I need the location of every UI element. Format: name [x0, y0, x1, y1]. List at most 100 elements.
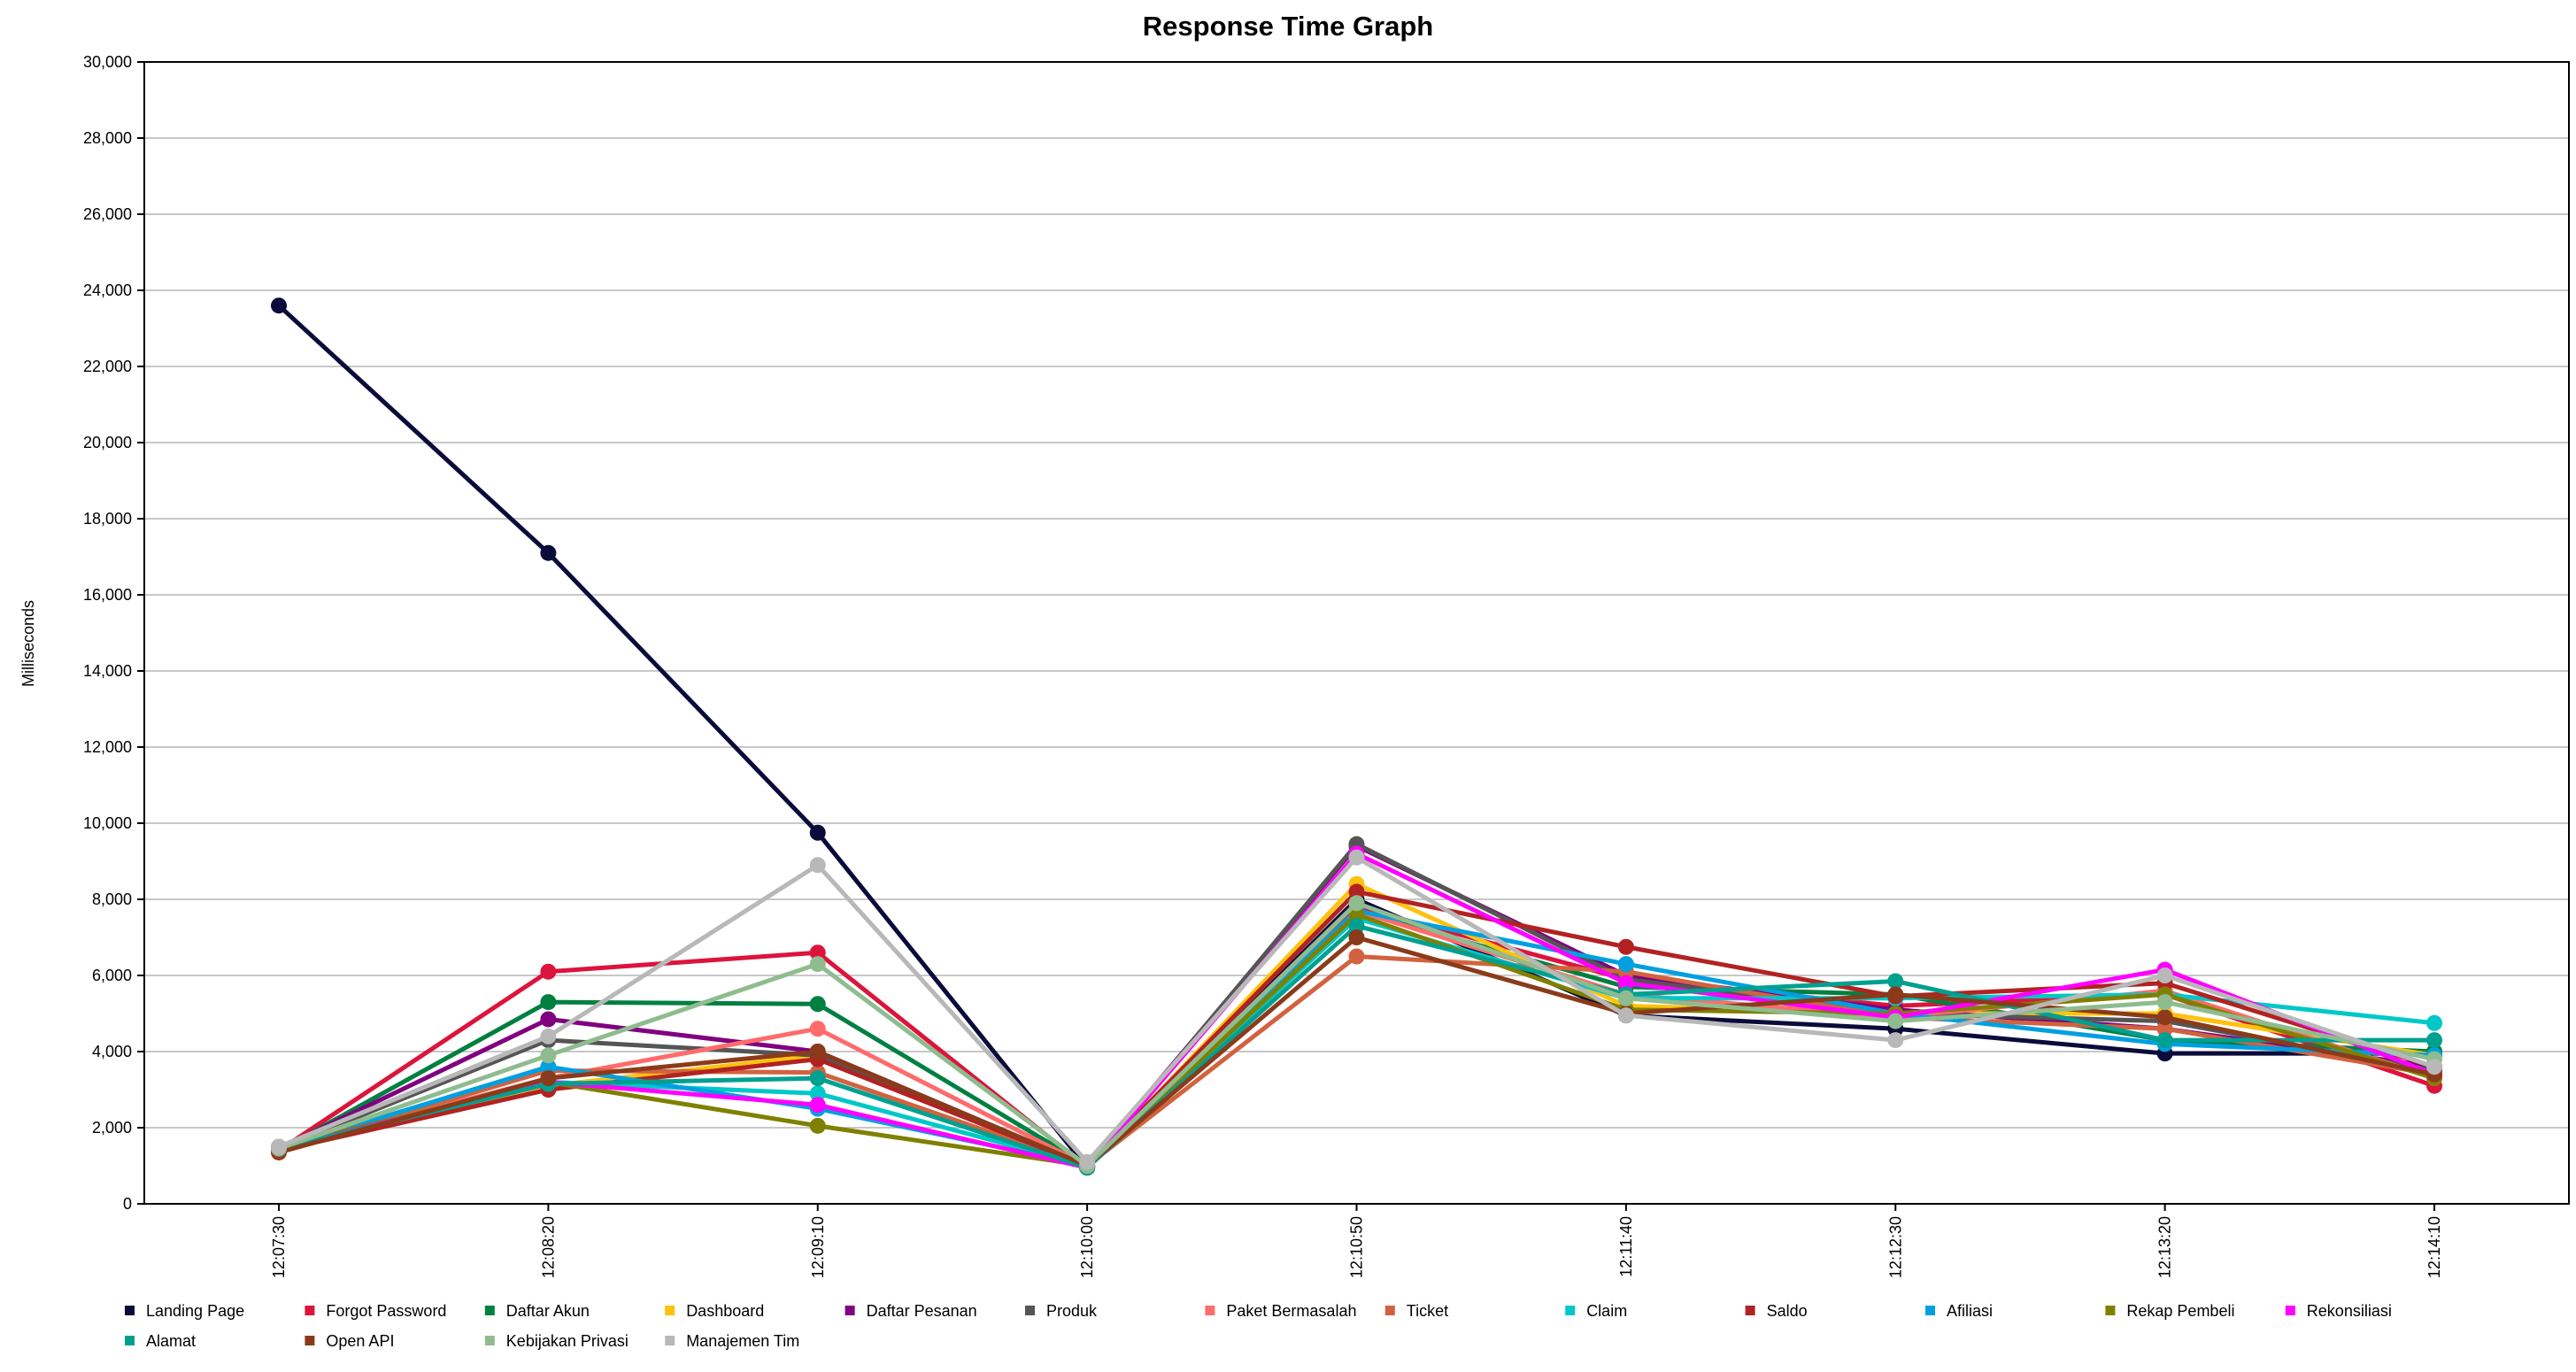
legend-label: Rekonsiliasi: [2307, 1302, 2392, 1320]
legend-item: Saldo: [1745, 1302, 1808, 1320]
data-point: [1887, 973, 1904, 990]
legend-item: Forgot Password: [305, 1302, 446, 1320]
series-ticket: [271, 948, 2442, 1174]
legend-swatch: [305, 1306, 315, 1315]
y-tick-label: 28,000: [83, 129, 132, 147]
y-tick-label: 26,000: [83, 205, 132, 223]
data-point: [809, 1070, 826, 1087]
data-point: [1348, 948, 1365, 965]
legend-item: Paket Bermasalah: [1205, 1302, 1356, 1320]
x-tick-label: 12:12:30: [1886, 1216, 1904, 1278]
data-point: [809, 857, 826, 874]
legend-swatch: [845, 1306, 855, 1315]
y-axis-ticks: 0 2,000 4,000 6,000 8,000 10,000 12,000 14,000 1…: [83, 53, 144, 1213]
legend-swatch: [484, 1336, 495, 1345]
legend-label: Daftar Akun: [506, 1302, 590, 1320]
data-point: [540, 1070, 557, 1087]
legend-label: Daftar Pesanan: [867, 1302, 977, 1320]
legend-item: Afiliasi: [1925, 1302, 1993, 1320]
legend-label: Kebijakan Privasi: [506, 1332, 629, 1350]
legend-item: Daftar Akun: [484, 1302, 590, 1320]
data-point: [809, 996, 826, 1013]
legend-label: Forgot Password: [326, 1302, 446, 1320]
y-tick-label: 16,000: [83, 586, 132, 604]
legend-item: Rekonsiliasi: [2285, 1302, 2392, 1320]
legend-swatch: [125, 1306, 135, 1315]
data-point: [1348, 918, 1365, 935]
legend-label: Rekap Pembeli: [2126, 1302, 2234, 1320]
legend-label: Open API: [326, 1332, 394, 1350]
plot-series: [271, 297, 2442, 1176]
data-point: [809, 1085, 826, 1102]
y-tick-label: 8,000: [92, 890, 132, 908]
legend-swatch: [665, 1306, 675, 1315]
x-tick-label: 12:11:40: [1617, 1216, 1635, 1277]
legend-label: Ticket: [1407, 1302, 1448, 1320]
legend-item: Landing Page: [125, 1302, 244, 1320]
legend-item: Rekap Pembeli: [2105, 1302, 2234, 1320]
legend-label: Afiliasi: [1947, 1302, 1993, 1320]
x-tick-label: 12:13:20: [2156, 1216, 2174, 1278]
data-point: [1348, 929, 1365, 945]
legend-item: Produk: [1025, 1302, 1098, 1320]
data-point: [2156, 1009, 2173, 1026]
legend-label: Manajemen Tim: [686, 1332, 799, 1350]
series-manajemen-tim: [271, 849, 2442, 1170]
legend-swatch: [665, 1336, 675, 1345]
data-point: [540, 1011, 557, 1028]
legend-item: Manajemen Tim: [665, 1332, 799, 1350]
data-point: [809, 956, 826, 973]
legend-item: Claim: [1565, 1302, 1627, 1320]
data-point: [1887, 1013, 1904, 1029]
legend-swatch: [1925, 1306, 1935, 1315]
data-point: [1617, 975, 1634, 991]
data-point: [271, 297, 287, 314]
data-point: [2156, 967, 2173, 983]
data-point: [540, 1047, 557, 1064]
data-point: [2156, 994, 2173, 1011]
legend: Landing Page Forgot Password Daftar Akun Da…: [125, 1302, 2392, 1350]
data-point: [809, 1097, 826, 1114]
data-point: [1348, 906, 1365, 923]
legend-swatch: [1745, 1306, 1755, 1315]
data-point: [2156, 1032, 2173, 1049]
y-tick-label: 20,000: [83, 434, 132, 451]
y-axis-label: Milliseconds: [19, 600, 37, 687]
legend-swatch: [2105, 1306, 2116, 1315]
legend-item: Alamat: [125, 1332, 196, 1350]
legend-swatch: [1384, 1306, 1395, 1315]
data-point: [1617, 956, 1634, 973]
legend-swatch: [1025, 1306, 1035, 1315]
x-tick-label: 12:07:30: [270, 1216, 288, 1278]
y-tick-label: 2,000: [92, 1119, 132, 1137]
data-point: [271, 1138, 287, 1155]
legend-label: Saldo: [1767, 1302, 1808, 1320]
x-tick-label: 12:14:10: [2426, 1216, 2443, 1278]
legend-swatch: [2285, 1306, 2295, 1315]
data-point: [540, 994, 557, 1011]
data-point: [2156, 1021, 2173, 1037]
x-tick-label: 12:10:00: [1078, 1216, 1096, 1278]
data-point: [809, 1117, 826, 1134]
y-tick-label: 22,000: [83, 358, 132, 375]
data-point: [540, 1028, 557, 1044]
y-tick-label: 12,000: [83, 738, 132, 756]
legend-label: Paket Bermasalah: [1226, 1302, 1356, 1320]
data-point: [1617, 990, 1634, 1006]
y-tick-label: 6,000: [92, 967, 132, 984]
data-point: [1887, 986, 1904, 1003]
data-point: [1617, 938, 1634, 955]
data-point: [540, 544, 557, 561]
x-tick-label: 12:10:50: [1348, 1216, 1366, 1278]
data-point: [1348, 895, 1365, 912]
data-point: [1348, 849, 1365, 866]
legend-label: Claim: [1586, 1302, 1627, 1320]
data-point: [809, 1021, 826, 1037]
y-tick-label: 24,000: [83, 281, 132, 299]
data-point: [1348, 883, 1365, 900]
y-tick-label: 10,000: [83, 814, 132, 832]
legend-label: Dashboard: [686, 1302, 764, 1320]
legend-item: Daftar Pesanan: [845, 1302, 977, 1320]
data-point: [540, 1059, 557, 1075]
legend-label: Alamat: [146, 1332, 196, 1350]
